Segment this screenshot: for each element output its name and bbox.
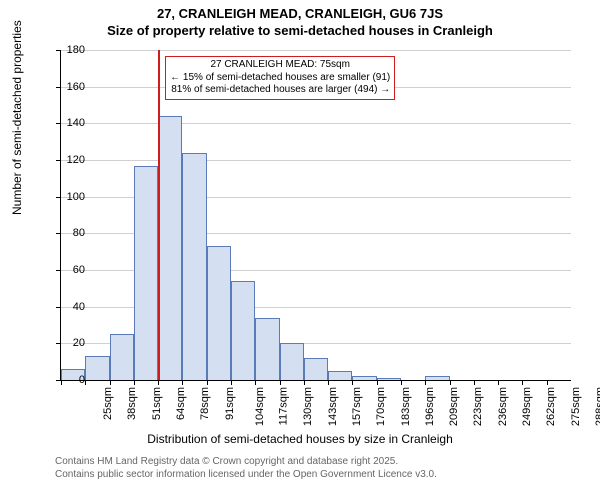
histogram-bar — [328, 371, 352, 380]
attribution-line2: Contains public sector information licen… — [55, 468, 437, 481]
xtick-label: 262sqm — [545, 387, 557, 426]
xtick-label: 236sqm — [497, 387, 509, 426]
chart-container: 27, CRANLEIGH MEAD, CRANLEIGH, GU6 7JS S… — [0, 0, 600, 500]
histogram-bar — [304, 358, 328, 380]
annotation-line3: 81% of semi-detached houses are larger (… — [170, 84, 390, 97]
chart-title: 27, CRANLEIGH MEAD, CRANLEIGH, GU6 7JS — [0, 0, 600, 23]
xtick-mark — [498, 380, 499, 385]
xtick-label: 64sqm — [175, 387, 187, 420]
xtick-label: 183sqm — [400, 387, 412, 426]
xtick-label: 78sqm — [199, 387, 211, 420]
ytick-label: 0 — [55, 374, 85, 386]
xtick-mark — [522, 380, 523, 385]
gridline — [61, 50, 571, 51]
xtick-label: 130sqm — [303, 387, 315, 426]
histogram-bar — [425, 376, 449, 380]
reference-line — [158, 50, 160, 380]
histogram-bar — [280, 343, 304, 380]
xtick-mark — [425, 380, 426, 385]
ytick-label: 80 — [55, 227, 85, 239]
plot-box — [60, 50, 571, 381]
xtick-label: 196sqm — [424, 387, 436, 426]
xtick-mark — [255, 380, 256, 385]
xtick-mark — [182, 380, 183, 385]
xtick-mark — [352, 380, 353, 385]
histogram-bar — [158, 116, 182, 380]
xtick-mark — [377, 380, 378, 385]
histogram-bar — [255, 318, 279, 380]
y-axis-label: Number of semi-detached properties — [10, 20, 24, 215]
xtick-label: 249sqm — [521, 387, 533, 426]
histogram-bar — [377, 378, 401, 380]
xtick-mark — [231, 380, 232, 385]
annotation-box: 27 CRANLEIGH MEAD: 75sqm← 15% of semi-de… — [165, 56, 395, 100]
ytick-label: 20 — [55, 337, 85, 349]
xtick-label: 275sqm — [570, 387, 582, 426]
x-axis-label: Distribution of semi-detached houses by … — [0, 432, 600, 446]
xtick-label: 117sqm — [277, 387, 289, 425]
ytick-label: 40 — [55, 301, 85, 313]
gridline — [61, 123, 571, 124]
ytick-label: 180 — [55, 44, 85, 56]
xtick-label: 170sqm — [375, 387, 387, 426]
xtick-mark — [401, 380, 402, 385]
xtick-label: 51sqm — [151, 387, 163, 420]
histogram-bar — [207, 246, 231, 380]
xtick-mark — [158, 380, 159, 385]
xtick-label: 209sqm — [448, 387, 460, 426]
xtick-mark — [474, 380, 475, 385]
xtick-label: 104sqm — [254, 387, 266, 426]
chart-subtitle: Size of property relative to semi-detach… — [0, 23, 600, 40]
xtick-label: 38sqm — [126, 387, 138, 420]
annotation-line2: ← 15% of semi-detached houses are smalle… — [170, 72, 390, 85]
xtick-mark — [450, 380, 451, 385]
xtick-mark — [207, 380, 208, 385]
plot-area: 27 CRANLEIGH MEAD: 75sqm← 15% of semi-de… — [60, 50, 570, 380]
xtick-mark — [304, 380, 305, 385]
annotation-line1: 27 CRANLEIGH MEAD: 75sqm — [170, 59, 390, 72]
attribution-text: Contains HM Land Registry data © Crown c… — [55, 455, 437, 481]
ytick-label: 160 — [55, 81, 85, 93]
xtick-mark — [85, 380, 86, 385]
gridline — [61, 160, 571, 161]
attribution-line1: Contains HM Land Registry data © Crown c… — [55, 455, 437, 468]
xtick-mark — [328, 380, 329, 385]
histogram-bar — [134, 166, 158, 381]
histogram-bar — [182, 153, 206, 380]
histogram-bar — [352, 376, 376, 380]
xtick-label: 25sqm — [102, 387, 114, 420]
histogram-bar — [85, 356, 109, 380]
xtick-mark — [280, 380, 281, 385]
xtick-label: 288sqm — [594, 387, 600, 426]
xtick-label: 223sqm — [473, 387, 485, 426]
ytick-label: 60 — [55, 264, 85, 276]
histogram-bar — [110, 334, 134, 380]
ytick-label: 140 — [55, 117, 85, 129]
xtick-label: 157sqm — [351, 387, 363, 426]
xtick-mark — [547, 380, 548, 385]
xtick-mark — [134, 380, 135, 385]
xtick-label: 143sqm — [327, 387, 339, 426]
histogram-bar — [231, 281, 255, 380]
xtick-mark — [110, 380, 111, 385]
ytick-label: 100 — [55, 191, 85, 203]
ytick-label: 120 — [55, 154, 85, 166]
xtick-label: 91sqm — [224, 387, 236, 420]
